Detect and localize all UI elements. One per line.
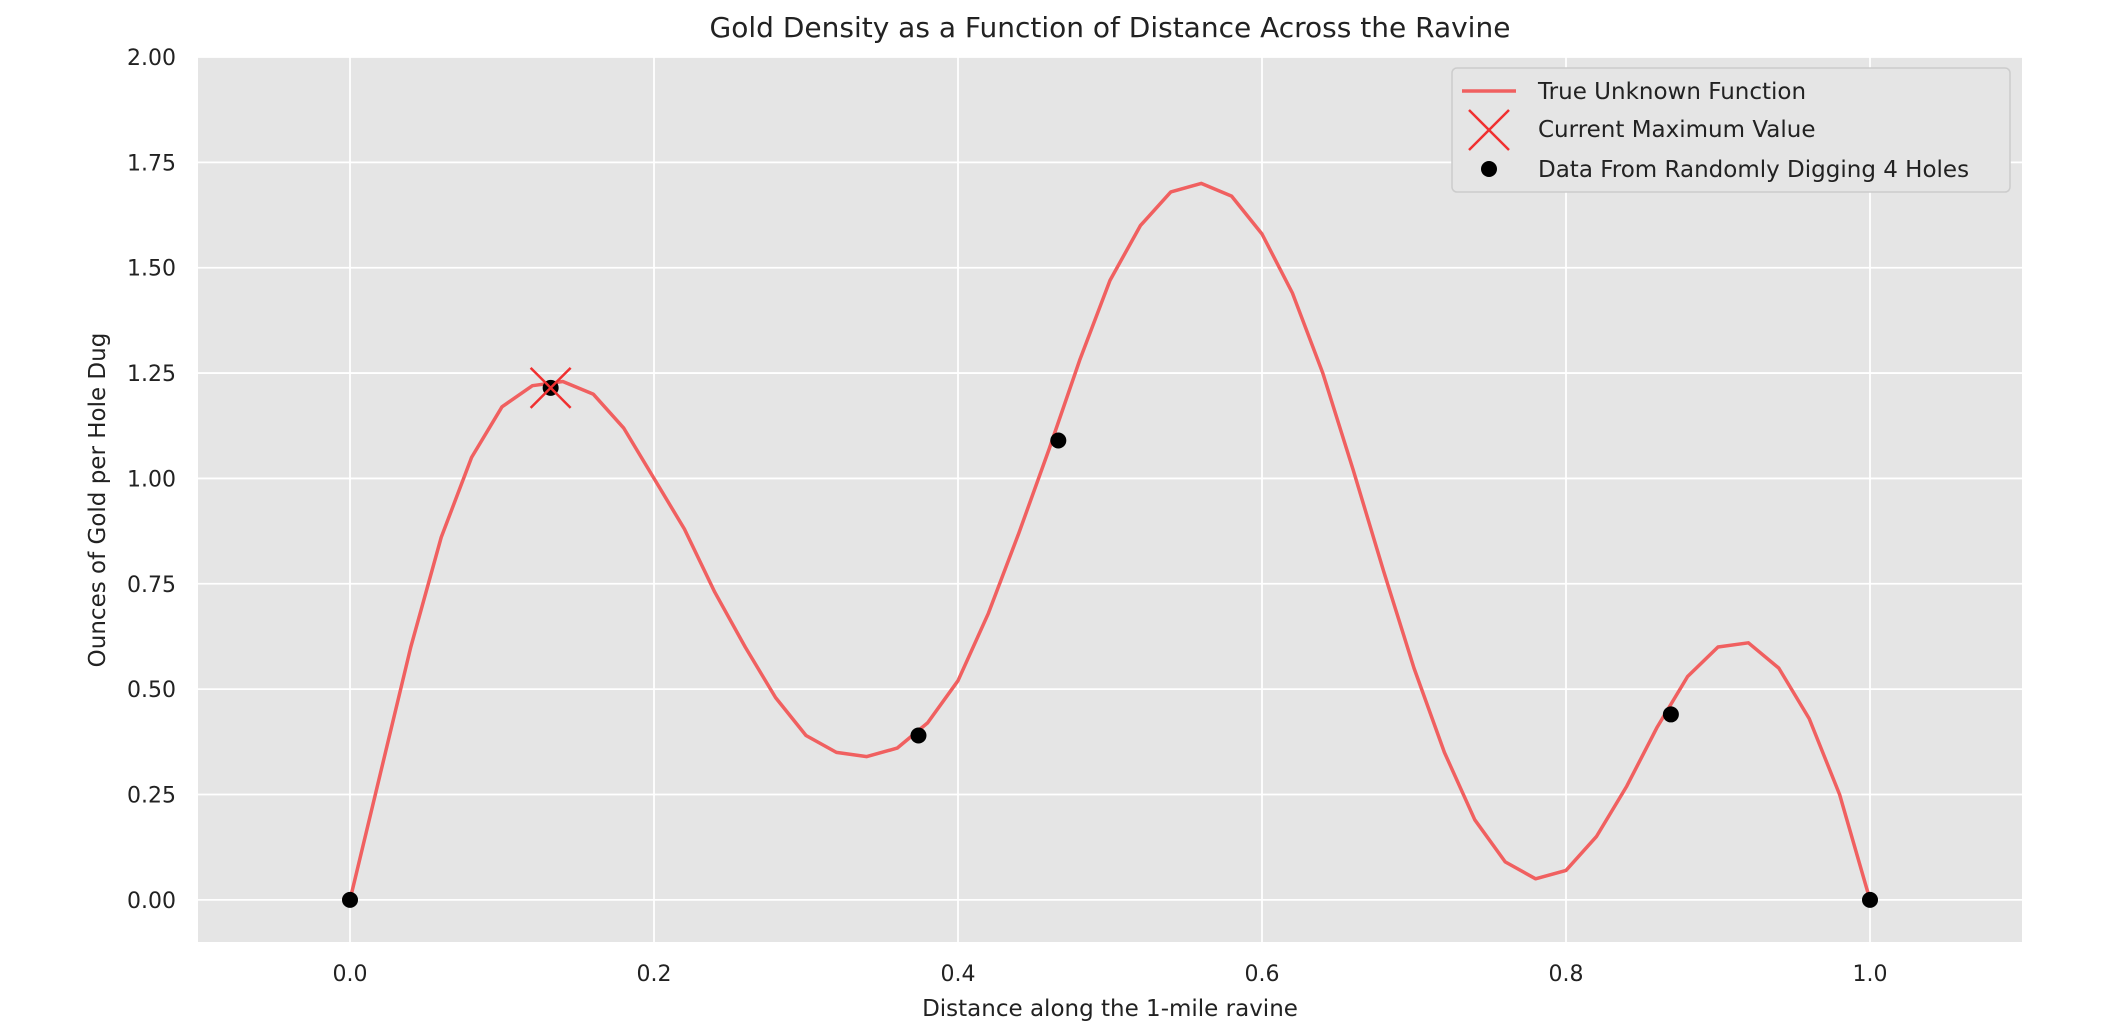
y-tick-label: 0.00 <box>127 889 176 914</box>
legend-box <box>1451 67 2011 193</box>
y-tick-label: 0.25 <box>127 784 176 809</box>
max-value-marker <box>529 366 572 409</box>
legend-label-current-max: Current Maximum Value <box>1538 117 1816 143</box>
y-tick-label: 1.50 <box>127 257 176 282</box>
legend-dot-swatch <box>1481 161 1497 177</box>
legend-label-true-function: True Unknown Function <box>1537 79 1806 105</box>
x-tick-label: 0.8 <box>1549 962 1584 987</box>
legend: True Unknown Function Current Maximum Va… <box>1451 67 2011 193</box>
y-axis-label: Ounces of Gold per Hole Dug <box>85 333 111 668</box>
y-tick-label: 0.50 <box>127 678 176 703</box>
legend-label-data-points: Data From Randomly Digging 4 Holes <box>1538 157 1969 183</box>
data-point <box>1662 706 1679 723</box>
data-point <box>910 727 927 744</box>
x-tick-label: 0.0 <box>333 962 368 987</box>
x-tick-label: 0.2 <box>637 962 672 987</box>
grid-layer <box>198 56 2022 942</box>
legend-x-swatch <box>1468 109 1510 151</box>
series-line-true-function <box>348 181 1872 901</box>
data-point <box>342 891 358 908</box>
y-tick-label: 1.75 <box>127 151 176 176</box>
data-point <box>1862 891 1878 908</box>
data-point <box>1050 432 1067 449</box>
x-axis-label: Distance along the 1-mile ravine <box>922 996 1298 1022</box>
x-tick-label: 0.6 <box>1245 962 1280 987</box>
series-layer <box>342 181 1878 908</box>
y-tick-label: 0.75 <box>127 573 176 598</box>
x-tick-label: 1.0 <box>1853 962 1888 987</box>
max-marker-stroke <box>529 366 572 409</box>
y-tick-label: 1.25 <box>127 362 176 387</box>
tick-layer: 0.0 0.2 0.4 0.6 0.8 1.0 0.00 0.25 0.50 0.75 1.00 1.… <box>127 46 1887 987</box>
y-tick-label: 2.00 <box>127 46 176 71</box>
x-tick-label: 0.4 <box>941 962 976 987</box>
y-tick-label: 1.00 <box>127 467 176 492</box>
chart-title: Gold Density as a Function of Distance A… <box>710 11 1511 44</box>
